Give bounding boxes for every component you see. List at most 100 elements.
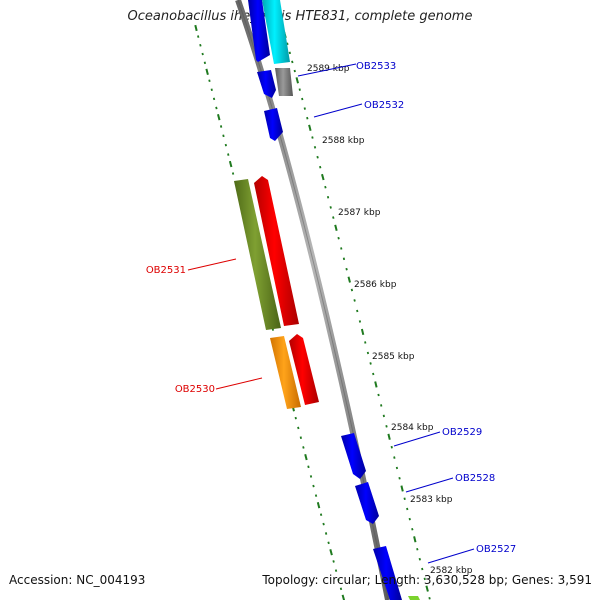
scale-label: 2584 kbp [391,423,434,433]
minor-tick [369,362,372,365]
minor-tick [364,341,367,344]
minor-tick [332,560,335,563]
minor-tick [416,547,419,551]
minor-tick [395,466,399,470]
minor-tick [327,541,330,545]
olive-feature-block[interactable] [234,179,281,330]
major-tick [194,24,198,32]
gene-arrow-ob2527[interactable] [373,546,402,600]
minor-tick [307,465,310,469]
gene-label-ob2528[interactable]: OB2528 [455,473,495,484]
minor-tick [306,116,309,120]
minor-tick [215,106,218,110]
scale-label: 2587 kbp [338,208,381,218]
major-tick [413,536,417,543]
green-feature-sliver [408,596,420,600]
minor-tick [345,267,348,271]
major-tick [308,124,312,131]
minor-tick [299,436,302,439]
gene-arrow-ob2530[interactable] [289,334,319,405]
minor-tick [319,165,322,169]
minor-tick [329,206,332,209]
minor-tick [222,134,225,138]
gene-labels: OB2533 OB2532 OB2531 OB2530 OB2529 OB252… [146,61,516,555]
minor-tick [408,517,411,521]
minor-tick [382,414,385,418]
scale-label: 2589 kbp [307,64,350,74]
minor-tick [411,527,414,531]
minor-tick [418,557,421,561]
scale-label: 2588 kbp [322,136,365,146]
minor-tick [291,60,294,64]
minor-tick [332,216,335,219]
minor-tick [302,446,305,449]
minor-tick [201,52,204,56]
accession-text: Accession: NC_004193 [9,573,146,587]
minor-tick [377,393,380,397]
major-tick [341,594,346,600]
minor-tick [301,97,304,101]
summary-text: Topology: circular; Length: 3,630,528 bp… [262,573,592,587]
minor-tick [312,484,315,488]
gene-arrow-ob2529[interactable] [341,433,366,479]
minor-tick [390,445,393,449]
gray-feature-block[interactable] [275,68,293,96]
gene-arrow-ob2532[interactable] [264,108,283,141]
minor-tick [423,577,426,581]
map-title: Oceanobacillus iheyensis HTE831, complet… [127,9,473,24]
minor-tick [199,43,202,47]
minor-tick [303,107,306,110]
minor-tick [210,88,213,92]
minor-tick [212,97,216,101]
gene-label-ob2533[interactable]: OB2533 [356,61,396,72]
minor-tick [350,288,354,292]
minor-tick [339,587,343,591]
major-tick [321,173,325,181]
major-tick [387,433,391,440]
minor-tick [298,88,301,91]
scale-labels: 2589 kbp 2588 kbp 2587 kbp 2586 kbp 2585… [307,64,473,576]
minor-tick [219,125,223,128]
minor-tick [324,185,327,189]
major-tick [347,276,351,283]
minor-tick [224,143,227,147]
minor-tick [288,51,291,55]
minor-tick [208,79,211,83]
cyan-feature-block[interactable] [262,0,290,64]
minor-tick [311,136,314,139]
major-tick [316,502,321,509]
minor-tick [227,153,230,156]
scale-label: 2583 kbp [410,495,453,505]
minor-tick [297,426,300,430]
gene-label-ob2530[interactable]: OB2530 [175,384,215,395]
minor-tick [324,532,328,535]
gene-arrow-ob2534[interactable] [248,0,270,62]
gene-arrow-ob2533[interactable] [257,70,276,98]
minor-tick [372,372,375,376]
orange-feature-block[interactable] [270,336,301,409]
gene-label-ob2532[interactable]: OB2532 [364,100,404,111]
minor-tick [286,42,289,46]
gene-label-ob2531[interactable]: OB2531 [146,265,186,276]
minor-tick [353,299,356,302]
scale-label: 2585 kbp [372,352,415,362]
major-tick [205,68,209,75]
leader-line-ob2527 [427,548,475,564]
gene-label-ob2529[interactable]: OB2529 [442,427,482,438]
minor-tick [294,416,297,420]
gene-arrow-ob2531[interactable] [254,176,299,326]
gene-arrow-ob2528[interactable] [355,482,379,524]
minor-tick [314,494,318,497]
major-tick [374,381,378,388]
minor-tick [366,351,370,355]
gene-leader-lines [187,63,475,564]
major-tick [334,224,338,232]
major-tick [304,453,308,461]
major-tick [400,485,404,492]
leader-line-ob2533 [297,63,357,77]
major-tick [360,328,365,336]
gene-label-ob2527[interactable]: OB2527 [476,544,516,555]
minor-tick [398,476,401,480]
